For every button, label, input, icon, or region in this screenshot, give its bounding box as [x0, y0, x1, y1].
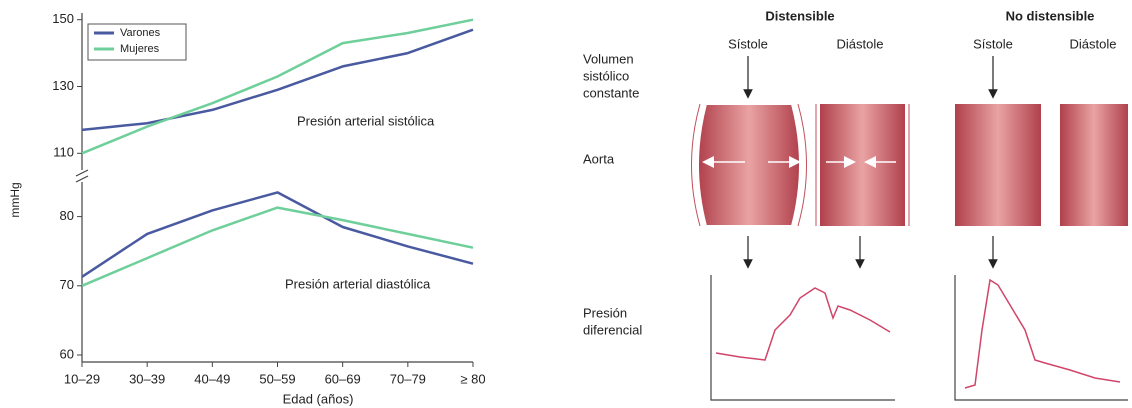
y-tick-label: 150	[52, 11, 74, 26]
column-title: No distensible	[1006, 8, 1095, 23]
y-tick-label: 130	[52, 78, 74, 93]
x-axis-label: Edad (años)	[283, 391, 354, 406]
x-tick-label: 10–29	[64, 371, 100, 386]
phase-label: Sístole	[973, 36, 1013, 51]
y-tick-label: 80	[60, 208, 74, 223]
row-label: constante	[583, 85, 639, 100]
legend-label: Varones	[120, 27, 161, 39]
phase-label: Sístole	[728, 36, 768, 51]
x-tick-label: 70–79	[390, 371, 426, 386]
y-tick-label: 70	[60, 277, 74, 292]
annotation: Presión arterial sistólica	[297, 113, 435, 128]
page: Edad (años) mmHg Presión arterial sistól…	[0, 0, 1132, 408]
annotation: Presión arterial diastólica	[285, 276, 431, 291]
legend-label: Mujeres	[120, 43, 160, 55]
row-label: sistólico	[583, 68, 629, 83]
row-label: Volumen	[583, 51, 634, 66]
axis-break	[76, 170, 88, 182]
x-tick-label: 30–39	[129, 371, 165, 386]
x-tick-label: 40–49	[194, 371, 230, 386]
x-tick-label: 60–69	[325, 371, 361, 386]
row-label: Aorta	[583, 151, 615, 166]
series-line	[82, 208, 473, 286]
x-tick-label: ≥ 80	[460, 371, 485, 386]
x-tick-label: 50–59	[259, 371, 295, 386]
column-title: Distensible	[765, 8, 834, 23]
y-tick-label: 60	[60, 346, 74, 361]
phase-label: Diástole	[1070, 36, 1117, 51]
row-label: Presión	[583, 305, 627, 320]
row-label: diferencial	[583, 322, 642, 337]
y-tick-label: 110	[53, 145, 74, 160]
y-axis-label: mmHg	[8, 182, 22, 217]
phase-label: Diástole	[837, 36, 884, 51]
vessels	[692, 104, 1129, 226]
pulse-graphs	[711, 275, 1128, 400]
